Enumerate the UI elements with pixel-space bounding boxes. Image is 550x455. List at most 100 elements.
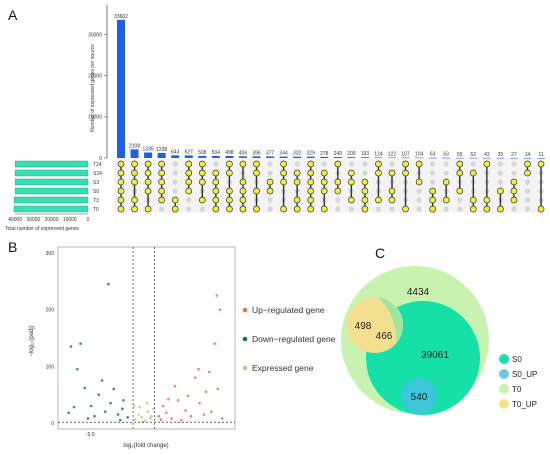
upset-active-dot (429, 205, 436, 213)
upset-active-dot (158, 160, 165, 168)
volcano-point (161, 404, 165, 408)
upset-inactive-dot (416, 188, 422, 194)
upset-bar-label: 52 (471, 152, 477, 158)
upset-inactive-dot (470, 161, 476, 167)
upset-bar-label: 504 (212, 150, 221, 156)
upset-active-dot (388, 187, 396, 195)
upset-active-dot (442, 178, 450, 186)
volcano-point (146, 410, 150, 413)
set-size-tick-label: 0 (87, 217, 90, 223)
volcano-point (197, 367, 200, 371)
volcano-xlabel: log₂(fold change) (123, 443, 168, 449)
upset-bar (171, 155, 180, 158)
upset-active-dot (402, 205, 409, 213)
upset-active-dot (537, 205, 545, 213)
volcano-point (165, 411, 168, 415)
upset-active-dot (171, 205, 179, 213)
upset-active-dot (388, 196, 396, 204)
set-name-label: S24 (93, 171, 102, 177)
volcano-point (220, 417, 224, 420)
upset-active-dot (524, 169, 531, 177)
upset-active-dot (307, 196, 315, 204)
upset-ytick-label: 0 (99, 156, 102, 162)
upset-bar (198, 155, 207, 158)
volcano-point (170, 417, 174, 420)
upset-inactive-dot (443, 206, 449, 212)
upset-inactive-dot (457, 206, 463, 212)
upset-active-dot (212, 169, 220, 177)
volcano-point (141, 420, 145, 424)
volcano-point (202, 413, 206, 416)
upset-active-dot (131, 178, 138, 186)
upset-y-ticks: 0 10000 20000 30000 (88, 32, 107, 162)
upset-active-dot (144, 169, 152, 177)
upset-active-dot (469, 169, 477, 177)
volcano-point (210, 410, 213, 413)
upset-active-dot (117, 160, 125, 168)
upset-bar-label: 498 (225, 150, 234, 156)
volcano-point (189, 414, 193, 418)
upset-inactive-dot (335, 206, 341, 212)
upset-inactive-dot (430, 179, 436, 185)
upset-active-dot (239, 196, 247, 204)
upset-active-dot (483, 196, 491, 204)
volcano-point (109, 401, 112, 405)
upset-inactive-dot (172, 188, 178, 194)
upset-bar (211, 155, 220, 158)
upset-inactive-dot (213, 161, 219, 167)
upset-active-dot (361, 196, 369, 204)
upset-active-dot (226, 205, 233, 213)
upset-inactive-dot (362, 161, 368, 167)
upset-active-dot (320, 205, 328, 213)
upset-bar (157, 152, 166, 158)
volcano-point (122, 399, 125, 402)
volcano-point (132, 404, 136, 408)
volcano-point (204, 390, 208, 394)
upset-inactive-dot (389, 161, 395, 167)
upset-active-dot (361, 178, 369, 186)
volcano-point (157, 414, 161, 418)
upset-active-dot (415, 178, 423, 186)
upset-inactive-dot (524, 188, 531, 194)
upset-inactive-dot (443, 170, 449, 176)
volcano-point (89, 404, 93, 408)
upset-active-dot (293, 205, 301, 213)
upset-active-dot (415, 160, 423, 168)
upset-bar-label: 124 (374, 151, 383, 157)
upset-bar (509, 157, 518, 159)
upset-inactive-dot (511, 170, 517, 176)
volcano-point (72, 405, 76, 409)
panel-c-letter: C (375, 245, 385, 261)
upset-plot: Number of expressed genes per source 0 10… (5, 5, 546, 232)
upset-bar (537, 157, 546, 159)
upset-active-dot (307, 178, 315, 186)
set-size-tick-label: 40000 (8, 217, 22, 223)
upset-bar-label: 278 (320, 151, 329, 157)
volcano-point (215, 294, 219, 297)
upset-active-dot (320, 178, 328, 186)
set-size-tick-label: 10000 (63, 217, 77, 223)
venn-legend-label: T0_UP (512, 400, 537, 409)
venn-count-overlap: 466 (376, 331, 393, 342)
upset-inactive-dot (430, 170, 436, 176)
upset-bar (523, 157, 532, 159)
upset-active-dot (469, 196, 477, 204)
matrix-background (114, 159, 542, 213)
upset-active-dot (280, 205, 287, 213)
upset-bar-label: 63 (443, 152, 449, 158)
volcano-point (186, 394, 190, 398)
volcano-ytick-label: 100 (46, 364, 55, 370)
upset-bar-label: 11 (538, 152, 543, 158)
upset-inactive-dot (172, 179, 178, 185)
upset-inactive-dot (159, 206, 165, 212)
upset-active-dot (375, 169, 382, 177)
upset-active-dot (537, 160, 545, 168)
upset-bar-label: 643 (171, 149, 180, 155)
volcano-point (118, 418, 122, 422)
volcano-point (145, 401, 149, 405)
set-size-tick-label: 30000 (26, 217, 40, 223)
volcano-legend: Up−regulated gene Down−regulated gene Expr… (242, 305, 336, 373)
upset-inactive-dot (172, 161, 178, 167)
upset-bar-label: 249 (334, 151, 343, 157)
venn-overlap-region (377, 297, 403, 343)
